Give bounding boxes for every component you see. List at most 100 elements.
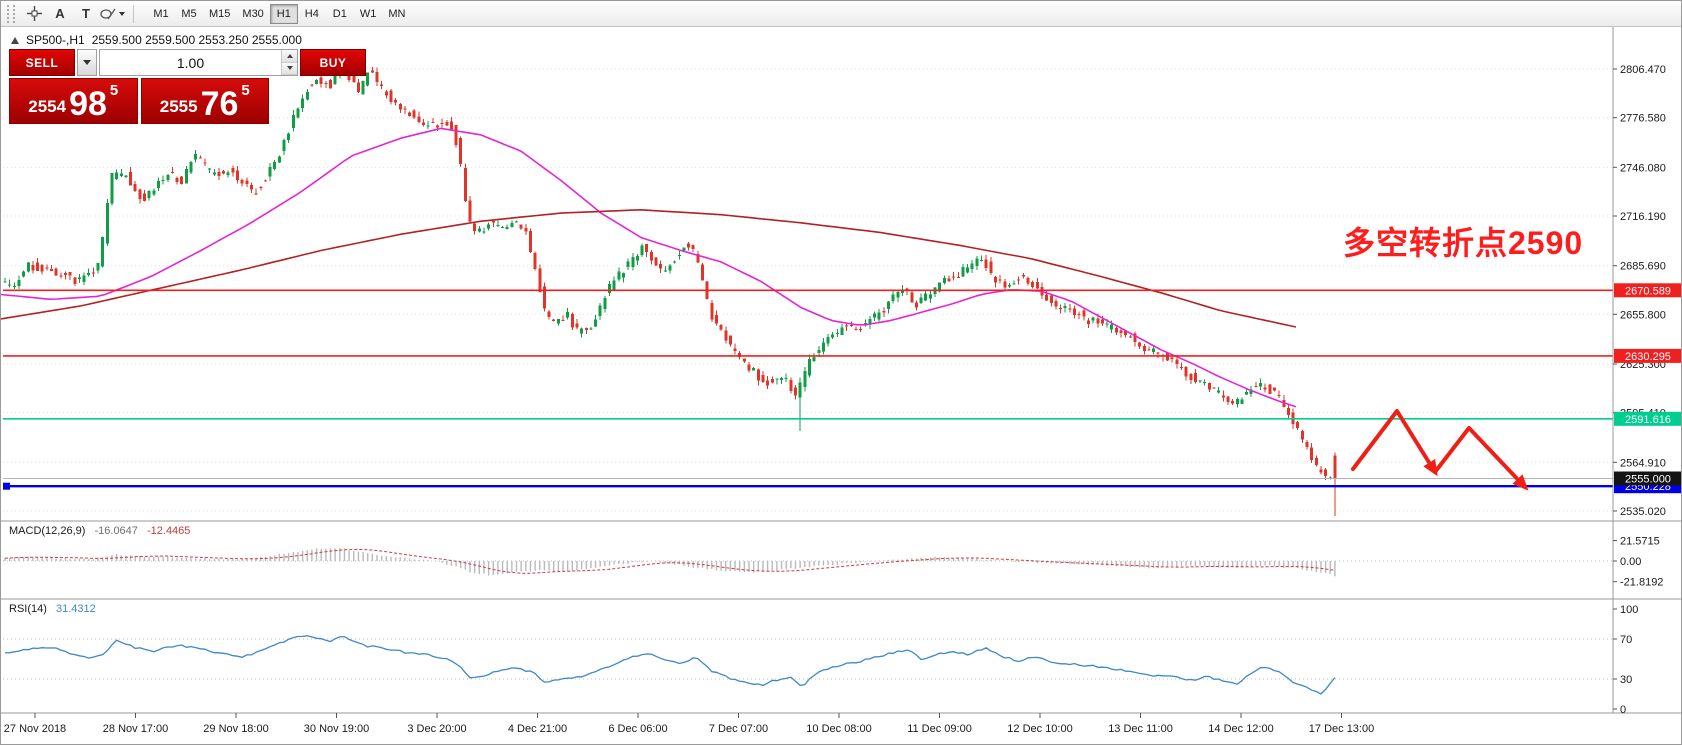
macd-label-row: MACD(12,26,9) -16.0647 -12.4465 xyxy=(9,525,190,537)
macd-axis-label: 21.5715 xyxy=(1620,536,1660,548)
collapse-triangle-icon[interactable] xyxy=(11,36,19,44)
price-badge-2630.295: 2630.295 xyxy=(1614,348,1681,363)
time-tick-label: 3 Dec 20:00 xyxy=(407,723,466,735)
macd-axis-label: 0.00 xyxy=(1620,556,1641,568)
caret-down-icon xyxy=(83,60,91,65)
text-tool-label: A xyxy=(55,6,65,21)
label-tool-label: T xyxy=(82,6,90,21)
volume-decrease-button[interactable] xyxy=(282,62,297,75)
time-tick-label: 14 Dec 12:00 xyxy=(1208,723,1273,735)
volume-field xyxy=(99,49,298,76)
volume-input[interactable] xyxy=(100,50,281,75)
svg-text:2555.000: 2555.000 xyxy=(1625,474,1671,486)
time-tick-label: 27 Nov 2018 xyxy=(4,723,66,735)
timeframe-W1[interactable]: W1 xyxy=(354,4,383,24)
time-tick-label: 4 Dec 21:00 xyxy=(508,723,567,735)
sell-price-frac: 5 xyxy=(109,82,119,99)
volume-preset-dropdown-button[interactable] xyxy=(77,49,97,76)
time-axis: 27 Nov 2018 28 Nov 17:00 29 Nov 18:00 30 No… xyxy=(4,713,1374,735)
sell-button[interactable]: SELL xyxy=(9,49,75,76)
timeframe-M30[interactable]: M30 xyxy=(236,4,269,24)
time-tick-label: 7 Dec 07:00 xyxy=(709,723,768,735)
macd-axis-label: -21.8192 xyxy=(1620,577,1663,589)
label-tool-button[interactable]: T xyxy=(73,3,99,25)
spinner-up-icon xyxy=(286,53,293,58)
price-tick-label: 2746.080 xyxy=(1620,162,1666,174)
svg-text:2630.295: 2630.295 xyxy=(1625,351,1671,363)
timeframe-H4[interactable]: H4 xyxy=(298,4,326,24)
price-tick-label: 2716.190 xyxy=(1620,211,1666,223)
time-tick-label: 6 Dec 06:00 xyxy=(608,723,667,735)
time-tick-label: 13 Dec 11:00 xyxy=(1108,723,1173,735)
bid-price-badge: 2555.000 xyxy=(1614,471,1681,486)
rsi-line xyxy=(4,635,1336,695)
rsi-axis-label: 100 xyxy=(1620,604,1638,616)
shapes-dropdown-caret-icon xyxy=(119,11,125,16)
volume-increase-button[interactable] xyxy=(282,50,297,63)
timeframe-D1[interactable]: D1 xyxy=(326,4,354,24)
macd-main-value: -16.0647 xyxy=(94,525,138,537)
trade-controls-row: SELL BUY xyxy=(9,49,366,76)
buy-price-panel[interactable]: 2555 76 5 xyxy=(140,78,269,124)
macd-indicator-name: MACD(12,26,9) xyxy=(9,525,86,537)
time-tick-label: 30 Nov 19:00 xyxy=(304,723,369,735)
ma-slow-line xyxy=(1,208,1297,328)
price-tick-label: 2564.910 xyxy=(1620,457,1666,469)
time-tick-label: 12 Dec 10:00 xyxy=(1007,723,1072,735)
price-badge-2670.589: 2670.589 xyxy=(1614,283,1681,298)
pane-borders xyxy=(1,27,1681,714)
timeframe-M1[interactable]: M1 xyxy=(147,4,175,24)
rsi-label-row: RSI(14) 31.4312 xyxy=(9,603,96,615)
crosshair-icon xyxy=(26,6,42,21)
timeframe-group: M1 M5 M15 M30 H1 H4 D1 W1 MN xyxy=(147,3,411,24)
spinner-down-icon xyxy=(286,66,293,71)
svg-text:2670.589: 2670.589 xyxy=(1625,285,1671,297)
toolbar-grip-icon[interactable] xyxy=(7,4,15,23)
shapes-tool-button[interactable] xyxy=(99,3,126,25)
rsi-axis-label: 70 xyxy=(1620,634,1632,646)
chart-title-bar: SP500-,H1 2559.500 2559.500 2553.250 255… xyxy=(11,33,302,47)
buy-price-frac: 5 xyxy=(241,82,250,99)
time-tick-label: 10 Dec 08:00 xyxy=(806,723,871,735)
price-tick-label: 2776.580 xyxy=(1620,113,1666,125)
indicator-axes: 21.5715 0.00 -21.8192 100 70 30 0 xyxy=(1613,536,1663,716)
buy-price-pips: 76 xyxy=(200,85,239,124)
macd-histogram xyxy=(4,548,1336,577)
arrow-zigzag-2[interactable] xyxy=(1433,426,1529,491)
buy-button[interactable]: BUY xyxy=(300,49,366,76)
rsi-axis-label: 0 xyxy=(1620,704,1626,716)
macd-signal-line xyxy=(5,549,1335,574)
one-click-trading-panel: SELL BUY 2554 98 5 2555 xyxy=(9,49,366,124)
sell-price-main: 2554 xyxy=(28,97,67,116)
shapes-icon xyxy=(100,8,116,19)
macd-signal-value: -12.4465 xyxy=(146,525,191,537)
chart-canvas[interactable]: 2806.470 2776.580 2746.080 2716.190 2685.690… xyxy=(1,27,1682,745)
price-tick-label: 2806.470 xyxy=(1620,64,1666,76)
chart-window: 2806.470 2776.580 2746.080 2716.190 2685.690… xyxy=(1,27,1682,745)
timeframe-MN[interactable]: MN xyxy=(382,4,411,24)
toolbar: A T M1 M5 M15 M30 H1 H4 D1 W1 MN xyxy=(1,1,1681,27)
timeframe-M15[interactable]: M15 xyxy=(203,4,236,24)
time-tick-label: 28 Nov 17:00 xyxy=(103,723,168,735)
timeframe-M5[interactable]: M5 xyxy=(175,4,203,24)
ma-fast-line xyxy=(1,127,1297,408)
volume-spinner xyxy=(281,50,297,75)
sell-price-panel[interactable]: 2554 98 5 xyxy=(9,78,138,124)
arrow-zigzag-1[interactable] xyxy=(1351,409,1438,477)
trend-annotation[interactable]: 多空转折点2590 xyxy=(1343,225,1584,261)
rsi-axis-label: 30 xyxy=(1620,674,1632,686)
price-badge-2591.616: 2591.616 xyxy=(1614,411,1681,426)
symbol-period-label: SP500-,H1 xyxy=(26,33,85,47)
ohlc-values: 2559.500 2559.500 2553.250 2555.000 xyxy=(91,33,302,47)
time-tick-label: 29 Nov 18:00 xyxy=(203,723,268,735)
sell-price-pips: 98 xyxy=(69,85,107,124)
toolbar-separator xyxy=(133,4,134,23)
timeframe-H1[interactable]: H1 xyxy=(269,3,298,24)
rsi-value: 31.4312 xyxy=(55,603,96,615)
hline-handle[interactable] xyxy=(3,482,10,490)
price-tick-label: 2655.800 xyxy=(1620,309,1666,321)
text-tool-button[interactable]: A xyxy=(47,3,73,25)
crosshair-tool-button[interactable] xyxy=(21,3,47,25)
projection-arrows[interactable] xyxy=(1351,409,1529,491)
